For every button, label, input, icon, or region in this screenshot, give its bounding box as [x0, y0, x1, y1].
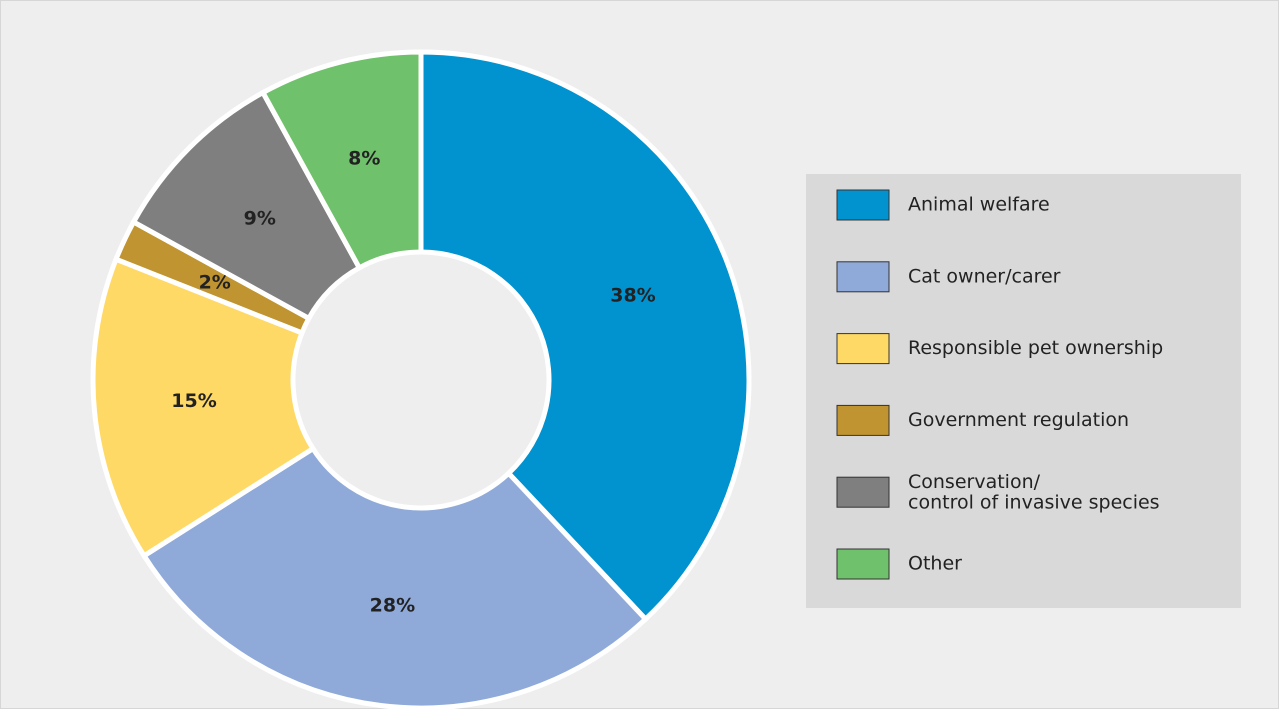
legend-label: Government regulation — [908, 409, 1129, 431]
legend-label: Conservation/control of invasive species — [908, 470, 1160, 513]
legend-swatch — [836, 189, 890, 221]
legend-label: Responsible pet ownership — [908, 337, 1163, 359]
data-label: 9% — [244, 207, 276, 229]
data-label: 38% — [610, 285, 655, 307]
data-label: 2% — [199, 271, 231, 293]
legend-label: Animal welfare — [908, 194, 1050, 216]
legend-swatch — [836, 261, 890, 293]
legend-swatch — [836, 548, 890, 580]
slice — [259, 49, 424, 272]
legend-swatch — [836, 476, 890, 508]
slice — [418, 49, 752, 623]
legend-swatch — [836, 333, 890, 365]
data-label: 15% — [171, 390, 216, 412]
legend-swatch — [836, 404, 890, 436]
legend-label: Other — [908, 553, 962, 575]
slice — [90, 256, 317, 560]
slice — [130, 89, 363, 322]
data-label: 8% — [348, 148, 380, 170]
legend-label: Cat owner/carer — [908, 265, 1061, 287]
slice — [140, 445, 650, 709]
data-label: 28% — [370, 595, 415, 617]
legend-box — [806, 174, 1241, 608]
